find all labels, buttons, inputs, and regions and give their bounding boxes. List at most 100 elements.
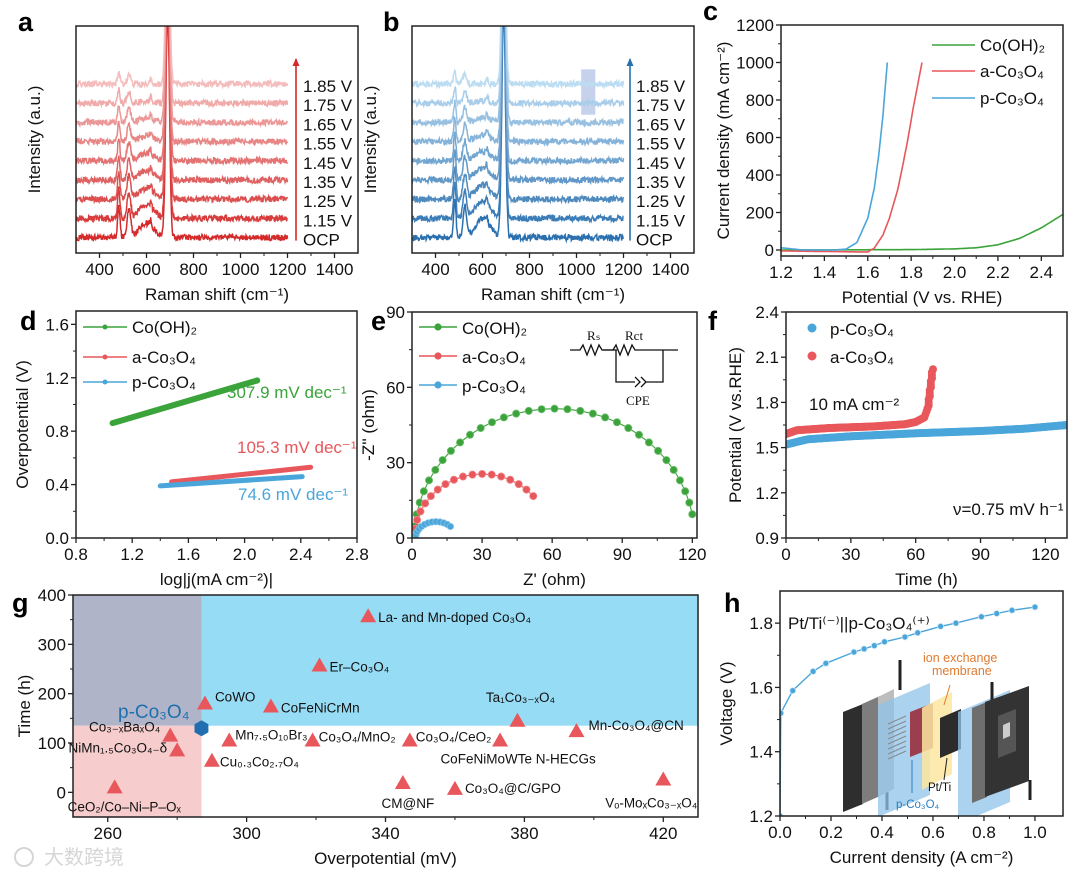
potential-label: 1.45 V <box>303 154 353 173</box>
polarization-point <box>860 645 868 653</box>
x-tick-label: 1400 <box>652 260 690 279</box>
spectrum-trace <box>76 26 289 109</box>
membrane-label: ion exchange <box>923 651 997 665</box>
x-tick-label: 2.8 <box>345 545 369 564</box>
x-tick-label: 1.4 <box>813 263 837 282</box>
spectrum-trace <box>412 26 625 128</box>
literature-point-label: La- and Mn-doped Co₃O₄ <box>378 610 531 625</box>
x-tick-label: 1.2 <box>769 263 793 282</box>
x-tick-label: 260 <box>94 824 122 843</box>
y-axis-label: Time (h) <box>15 675 34 738</box>
polarization-point <box>1031 603 1039 611</box>
end-plate-right-side <box>972 702 987 803</box>
x-tick-label: 1200 <box>269 260 307 279</box>
y-tick-label: 0.4 <box>45 476 69 495</box>
x-tick-label: 90 <box>971 545 990 564</box>
x-tick-label: 120 <box>678 545 706 564</box>
panel-a: 400 600 800 1000 1200 1400 Raman shift (cm⁻¹) I… <box>18 7 359 304</box>
panel-letter: e <box>371 306 386 336</box>
rct-label: Rct <box>625 328 643 343</box>
x-tick-label: 300 <box>232 824 260 843</box>
legend-marker <box>807 351 817 361</box>
x-tick-label: 60 <box>906 545 925 564</box>
y-tick-label: 0.0 <box>45 529 69 548</box>
literature-point-marker <box>203 752 220 767</box>
nyquist-point <box>588 409 597 418</box>
y-axis-label: Overpotential (V) <box>13 360 32 489</box>
this-work-hexagon-marker <box>194 720 209 737</box>
y-tick-label: 1.2 <box>755 484 779 503</box>
y-tick-label: 0.8 <box>45 422 69 441</box>
nyquist-point <box>446 522 454 531</box>
polarization-point <box>901 633 909 641</box>
cathode-pointer <box>943 757 948 781</box>
nyquist-point <box>449 475 458 484</box>
x-tick-label: 380 <box>510 824 538 843</box>
nyquist-point <box>537 405 546 414</box>
membrane-label: membrane <box>932 664 992 678</box>
highlight-band <box>581 69 596 115</box>
x-axis-label: Time (h) <box>895 570 958 589</box>
literature-point-marker <box>169 742 186 757</box>
panel-b: 400 600 800 1000 1200 1400 Raman shift (cm⁻¹) I… <box>361 7 695 304</box>
nyquist-point <box>688 510 697 519</box>
literature-point-label: Co₃O₄/MnO₂ <box>319 730 396 745</box>
tafel-line <box>109 377 261 427</box>
nyquist-point <box>550 404 559 413</box>
electrolyzer-inset-illustration <box>843 660 1032 816</box>
potential-label: 1.55 V <box>636 135 686 154</box>
nyquist-point <box>431 465 440 474</box>
literature-point-marker <box>262 698 279 713</box>
x-tick-label: 420 <box>649 824 677 843</box>
nyquist-point <box>478 469 487 478</box>
y-tick-label: 100 <box>38 734 66 753</box>
stability-point <box>924 401 933 410</box>
y-tick-label: 200 <box>746 204 774 223</box>
nyquist-point <box>576 406 585 415</box>
arrow-head-icon <box>626 58 634 67</box>
potential-label: 1.25 V <box>636 192 686 211</box>
literature-point-label: Cu₀.₃Co₂.₇O₄ <box>220 755 299 770</box>
plot-area <box>109 377 314 489</box>
spectrum-trace <box>412 26 625 90</box>
y-axis-label: Intensity (a.u.) <box>25 86 44 194</box>
potential-label: 1.15 V <box>636 211 686 230</box>
y-tick-label: 1.5 <box>755 439 779 458</box>
y-tick-label: 1.2 <box>749 807 773 826</box>
x-tick-label: 0.4 <box>870 823 894 842</box>
panel-d: 0.8 1.2 1.6 2.0 2.4 2.8 0.0 0.4 0.8 1.2 1.6 log|j(m… <box>13 306 369 589</box>
x-tick-label: 0.8 <box>972 823 996 842</box>
y-tick-label: 800 <box>746 91 774 110</box>
legend-marker <box>807 323 817 333</box>
x-axis-label: Overpotential (mV) <box>314 849 457 868</box>
y-tick-label: 0 <box>765 241 774 260</box>
legend-label: p-Co₃O₄ <box>830 320 894 339</box>
x-tick-label: 120 <box>1031 545 1059 564</box>
panel-letter: b <box>383 7 400 37</box>
legend-label: a-Co₃O₄ <box>830 348 894 367</box>
y-tick-label: 1.4 <box>749 743 773 762</box>
plot-frame <box>75 310 358 539</box>
legend-marker <box>434 352 442 360</box>
y-tick-label: 0 <box>57 783 66 802</box>
nyquist-point <box>563 405 572 414</box>
x-tick-label: 1.2 <box>120 545 144 564</box>
y-axis-label: Intensity (a.u.) <box>361 86 380 194</box>
x-tick-label: 2.2 <box>986 263 1010 282</box>
x-tick-label: 1.0 <box>1023 823 1047 842</box>
nyquist-point <box>634 430 643 439</box>
x-tick-label: 2.0 <box>943 263 967 282</box>
panel-f: 0 30 60 90 120 0.9 1.2 1.5 1.8 2.1 2.4 Time (h) Pote… <box>708 303 1068 589</box>
nyquist-point <box>441 480 450 489</box>
nyquist-point <box>524 406 533 415</box>
x-tick-label: 0.8 <box>64 545 88 564</box>
literature-point-label: Vₒ-MoₓCo₃₋ₓO₄ <box>605 795 697 810</box>
x-axis-label: Raman shift (cm⁻¹) <box>481 285 625 304</box>
spectrum-trace <box>76 26 289 186</box>
stability-point <box>926 383 935 392</box>
y-tick-label: 1.6 <box>749 678 773 697</box>
nyquist-point <box>644 438 653 447</box>
potential-label: OCP <box>303 231 340 250</box>
literature-point-marker <box>106 779 123 794</box>
nyquist-point <box>681 487 690 496</box>
